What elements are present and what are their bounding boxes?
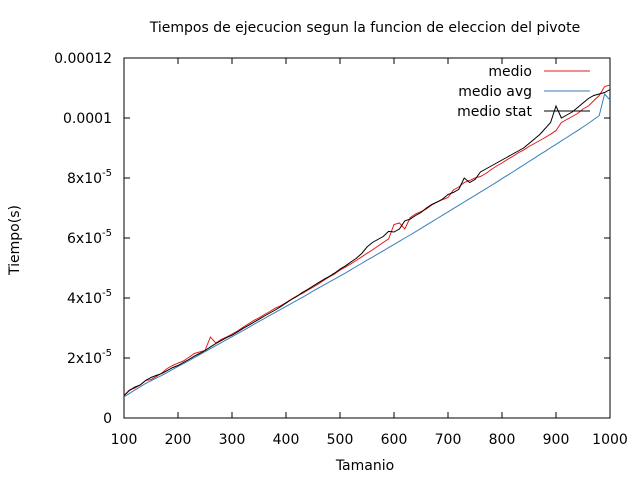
y-axis-label: Tiempo(s) — [7, 205, 23, 276]
series-line-2 — [123, 89, 611, 397]
x-tick-label: 300 — [219, 432, 246, 448]
y-tick-label: 6x10-5 — [67, 228, 112, 247]
y-tick-label-base: 0 — [103, 411, 112, 427]
y-tick-label-base: 4x10 — [67, 291, 102, 307]
x-tick-label: 900 — [543, 432, 570, 448]
legend-label: medio avg — [458, 84, 532, 100]
x-tick-label: 600 — [381, 432, 408, 448]
y-tick-label: 0 — [103, 411, 112, 427]
y-tick-label: 4x10-5 — [67, 288, 112, 307]
x-tick-label: 400 — [273, 432, 300, 448]
y-tick-label-exponent: -5 — [102, 288, 112, 299]
plot-area — [123, 57, 611, 419]
chart-title: Tiempos de ejecucion segun la funcion de… — [149, 20, 580, 36]
series-line-0 — [123, 84, 611, 396]
y-tick-label: 8x10-5 — [67, 168, 112, 187]
y-tick-label-base: 6x10 — [67, 231, 102, 247]
legend-label: medio — [488, 64, 532, 80]
y-tick-label: 0.0001 — [63, 111, 112, 127]
x-tick-label: 800 — [489, 432, 516, 448]
x-axis-ticks: 100 200 300 400 500 600 700 800 900 1000 — [111, 58, 628, 448]
y-tick-label: 0.00012 — [54, 51, 112, 67]
y-tick-label-base: 0.0001 — [63, 111, 112, 127]
legend: medio medio avg medio stat — [457, 64, 590, 120]
y-tick-label-exponent: -5 — [102, 228, 112, 239]
y-tick-label-base: 2x10 — [67, 351, 102, 367]
x-tick-label: 1000 — [592, 432, 628, 448]
x-tick-label: 100 — [111, 432, 138, 448]
x-tick-label: 700 — [435, 432, 462, 448]
x-tick-label: 500 — [327, 432, 354, 448]
y-tick-label-base: 0.00012 — [54, 51, 112, 67]
series-line-1 — [123, 92, 611, 398]
legend-label: medio stat — [457, 104, 532, 120]
y-tick-label-exponent: -5 — [102, 348, 112, 359]
plot-frame — [123, 57, 611, 419]
x-tick-label: 200 — [165, 432, 192, 448]
y-tick-label: 2x10-5 — [67, 348, 112, 367]
x-axis-label: Tamanio — [335, 458, 394, 474]
series-layer — [123, 84, 611, 398]
y-tick-label-base: 8x10 — [67, 171, 102, 187]
y-tick-label-exponent: -5 — [102, 168, 112, 179]
